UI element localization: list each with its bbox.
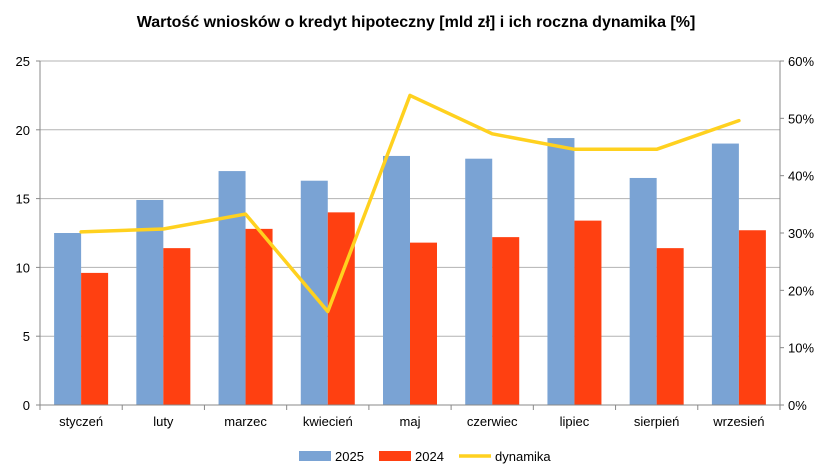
y-left-tick-label: 10 <box>16 260 30 275</box>
x-tick-label: luty <box>153 414 174 429</box>
bar-2024 <box>163 248 191 405</box>
legend-label: 2025 <box>335 449 364 464</box>
legend-item-2025: 2025 <box>299 449 364 464</box>
bar-2024 <box>656 248 684 405</box>
bar-2025 <box>383 155 410 405</box>
bar-2025 <box>629 177 657 405</box>
bar-2024 <box>492 237 520 405</box>
bar-2024 <box>574 220 602 405</box>
legend: 2025 2024 dynamika <box>299 449 551 464</box>
y-left-tick-label: 20 <box>16 123 30 138</box>
y-left-tick-label: 15 <box>16 192 30 207</box>
x-tick-label: styczeń <box>59 414 103 429</box>
bar-2024 <box>81 272 109 405</box>
x-tick-label: lipiec <box>560 414 590 429</box>
line-dynamika <box>79 93 741 314</box>
line-layer <box>79 93 741 314</box>
x-tick-label: kwiecień <box>303 414 353 429</box>
bar-2024 <box>245 228 273 405</box>
legend-label: 2024 <box>415 449 444 464</box>
y-right-tick-label: 40% <box>788 169 814 184</box>
bar-2024 <box>738 230 766 405</box>
y-left-tick-label: 25 <box>16 54 30 69</box>
y-right-tick-label: 60% <box>788 54 814 69</box>
bar-2024 <box>410 242 437 405</box>
y-right-tick-label: 50% <box>788 111 814 126</box>
legend-swatch-2024 <box>379 451 411 461</box>
legend-item-2024: 2024 <box>379 449 444 464</box>
y-right-tick-label: 10% <box>788 341 814 356</box>
bar-2024 <box>327 212 355 405</box>
legend-swatch-2025 <box>299 451 331 461</box>
legend-item-dynamika: dynamika <box>459 449 551 464</box>
y-left-tick-label: 0 <box>23 398 30 413</box>
bar-2025 <box>54 233 82 405</box>
y-left-tick-label: 5 <box>23 329 30 344</box>
bar-2025 <box>465 158 493 405</box>
axis-layer: 0 5 10 15 20 25 0% 10% 20% 30% 40% 50% 60% styczeń lut… <box>16 54 815 429</box>
x-tick-label: sierpień <box>634 414 680 429</box>
y-right-tick-label: 0% <box>788 398 807 413</box>
legend-label: dynamika <box>495 449 551 464</box>
x-tick-label: wrzesień <box>712 414 764 429</box>
bar-2025 <box>547 138 575 405</box>
bar-2025 <box>711 143 739 405</box>
x-tick-label: maj <box>400 414 421 429</box>
x-tick-label: czerwiec <box>467 414 518 429</box>
y-right-tick-label: 30% <box>788 226 814 241</box>
bars-layer <box>54 138 766 405</box>
x-tick-label: marzec <box>224 414 267 429</box>
chart-title: Wartość wniosków o kredyt hipoteczny [ml… <box>136 14 696 31</box>
bar-2025 <box>218 171 246 405</box>
y-right-tick-label: 20% <box>788 283 814 298</box>
bar-2025 <box>136 199 164 405</box>
